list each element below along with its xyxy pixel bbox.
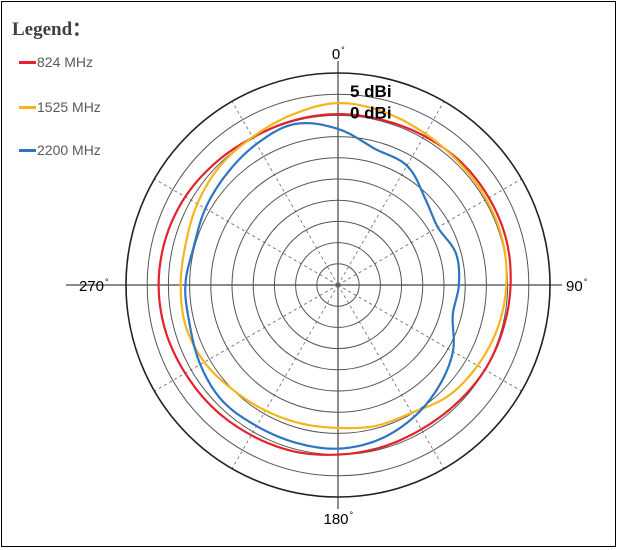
- series-line: [157, 113, 512, 456]
- polar-grid: [66, 61, 562, 509]
- legend-swatch: [19, 105, 36, 109]
- degree-symbol: °: [105, 277, 109, 287]
- series-line: [179, 102, 508, 430]
- legend-label: 2200 MHz: [37, 142, 101, 158]
- ref-label: 5 dBi: [350, 82, 392, 101]
- grid-spoke: [231, 101, 339, 286]
- grid-ring: [295, 242, 381, 328]
- angle-label: 180: [323, 511, 348, 528]
- grid-ring: [189, 136, 487, 434]
- grid-ring: [146, 93, 530, 477]
- angle-label: 90: [566, 278, 583, 295]
- grid-ring: [231, 178, 445, 392]
- grid-ring: [125, 72, 551, 498]
- angle-label: 270: [79, 278, 104, 295]
- legend-label: 824 MHz: [37, 54, 94, 70]
- legend-swatch: [19, 60, 36, 64]
- degree-symbol: °: [341, 45, 345, 55]
- angle-label: 0: [332, 46, 340, 63]
- ref-label: 0 dBi: [350, 103, 392, 122]
- legend-label: 1525 MHz: [37, 99, 101, 115]
- legend-swatch: [19, 148, 36, 152]
- legend-item-2200: 2200 MHz: [19, 140, 101, 160]
- series-line: [184, 122, 461, 450]
- grid-spoke: [337, 284, 522, 392]
- degree-symbol: °: [350, 510, 354, 520]
- grid-ring: [273, 220, 403, 350]
- grid-spoke: [337, 101, 445, 286]
- grid-spoke: [231, 284, 339, 469]
- grid-spoke: [337, 284, 445, 469]
- grid-ring: [252, 199, 424, 371]
- legend-item-824: 824 MHz: [19, 52, 93, 72]
- grid-ring: [210, 157, 466, 413]
- legend-item-1525: 1525 MHz: [19, 97, 101, 117]
- degree-symbol: °: [584, 277, 588, 287]
- grid-spoke: [337, 178, 522, 286]
- series-group: [157, 102, 512, 456]
- legend-title: Legend：: [12, 19, 92, 40]
- grid-ring: [316, 263, 360, 307]
